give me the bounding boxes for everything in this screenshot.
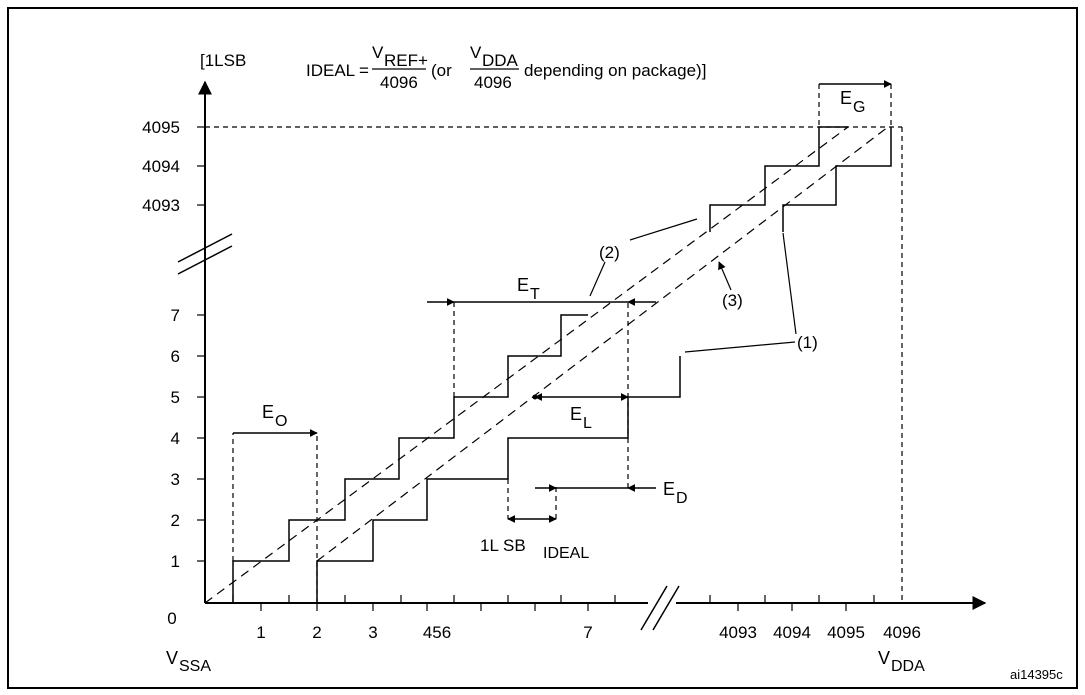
- x-origin-label: 0: [167, 609, 176, 628]
- differential-error-subscript: D: [676, 490, 688, 507]
- y-tick-label: 4: [171, 429, 180, 448]
- actual-callout-leader: [684, 341, 796, 353]
- formula-vref: V: [372, 43, 384, 62]
- x-tick-label: 4093: [719, 623, 757, 642]
- ideal-staircase: [232, 314, 588, 603]
- linearity-error-subscript: L: [583, 415, 592, 432]
- formula-suffix: depending on package)]: [524, 61, 706, 80]
- formula-or: (or: [431, 61, 452, 80]
- lsb-ideal-subscript: IDEAL: [543, 545, 589, 562]
- x-tick-label: 456: [423, 623, 451, 642]
- formula-vref-subscript: REF+: [384, 51, 428, 70]
- error-labels: E O E T E L E D E G 1L SB IDEAL: [262, 88, 865, 562]
- actual-staircase: [316, 356, 681, 603]
- y-tick-label: 4093: [142, 196, 180, 215]
- formula-vdda: V: [470, 43, 482, 62]
- y-tick-label: 2: [171, 511, 180, 530]
- x-axis-end-labels: V SSA V DDA: [166, 648, 925, 675]
- formula-vdda-subscript: DDA: [482, 51, 519, 70]
- x-axis-break-mark: [640, 585, 668, 631]
- total-error-label: E: [517, 275, 529, 295]
- x-tick-label: 4096: [883, 623, 921, 642]
- gain-error-subscript: G: [853, 99, 865, 116]
- x-tick-label: 4094: [773, 623, 811, 642]
- formula-ideal-subscript: IDEAL: [306, 61, 355, 80]
- vdda-subscript: DDA: [891, 658, 925, 675]
- x-tick-label: 2: [312, 623, 321, 642]
- x-tick-label: 4095: [827, 623, 865, 642]
- x-tick-label: 3: [368, 623, 377, 642]
- formula-equals: =: [359, 61, 369, 80]
- formula-prefix: [1LSB: [200, 51, 246, 70]
- formula-denominator-1: 4096: [380, 73, 418, 92]
- ideal-callout-label: (2): [599, 243, 620, 262]
- ideal-transfer-line: [204, 126, 849, 604]
- ideal-callout-leader: [629, 218, 698, 241]
- lsb-formula: [1LSB IDEAL = V REF+ 4096 (or V DDA 4096…: [200, 43, 706, 92]
- x-tick-marks: [232, 595, 875, 611]
- gain-error-label: E: [840, 88, 852, 108]
- callout-leaders: [589, 218, 797, 353]
- vssa-subscript: SSA: [179, 658, 211, 675]
- end-point-callout-arrow: [718, 261, 732, 291]
- actual-callout-leader: [782, 232, 797, 335]
- y-tick-label: 4095: [142, 118, 180, 137]
- actual-callout-label: (1): [797, 333, 818, 352]
- x-axis-break-mark: [652, 585, 680, 631]
- total-error-subscript: T: [530, 286, 540, 303]
- y-tick-marks: [197, 126, 205, 562]
- x-tick-label: 7: [583, 623, 592, 642]
- lsb-ideal-label: 1L SB: [480, 536, 526, 555]
- y-axis-break-mark: [177, 233, 233, 263]
- y-tick-label: 5: [171, 388, 180, 407]
- y-tick-label: 4094: [142, 157, 180, 176]
- offset-error-label: E: [262, 402, 274, 422]
- error-arrows: [233, 80, 892, 523]
- ideal-staircase-top: [709, 126, 848, 232]
- y-tick-label: 6: [171, 347, 180, 366]
- y-tick-label: 7: [171, 306, 180, 325]
- linearity-reference-point: [532, 394, 538, 400]
- offset-error-subscript: O: [275, 413, 287, 430]
- x-tick-label: 1: [256, 623, 265, 642]
- y-tick-label: 1: [171, 552, 180, 571]
- ideal-callout-leader: [589, 261, 606, 297]
- y-tick-label: 3: [171, 470, 180, 489]
- y-tick-labels: 1 2 3 4 5 6 7 4093 4094 4095: [142, 118, 180, 571]
- vssa-label: V: [166, 648, 178, 668]
- callout-labels: (2) (3) (1): [599, 243, 818, 352]
- actual-staircase-top: [782, 127, 892, 232]
- x-tick-labels: 0 1 2 3 456 7 4093 4094 4095 4096: [167, 609, 921, 642]
- y-axis-break-mark: [177, 245, 233, 275]
- linearity-error-label: E: [570, 404, 582, 424]
- formula-denominator-2: 4096: [474, 73, 512, 92]
- figure-border: [7, 7, 1078, 689]
- differential-error-label: E: [663, 479, 675, 499]
- end-point-callout-label: (3): [722, 291, 743, 310]
- figure-code: ai14395c: [1010, 667, 1063, 682]
- vdda-label: V: [878, 648, 890, 668]
